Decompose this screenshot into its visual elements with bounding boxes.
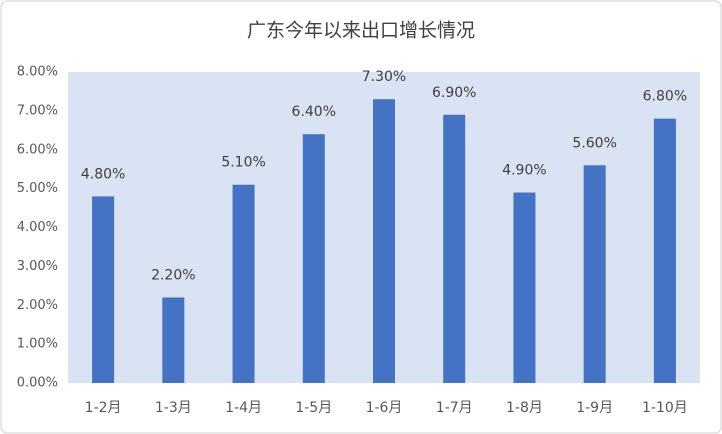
x-tick-label: 1-9月 bbox=[576, 400, 613, 416]
x-tick-label: 1-2月 bbox=[85, 400, 122, 416]
bar bbox=[373, 99, 395, 384]
x-tick-label: 1-10月 bbox=[642, 400, 688, 416]
value-label: 6.80% bbox=[643, 89, 687, 105]
value-label: 4.80% bbox=[81, 166, 125, 182]
value-label: 4.90% bbox=[502, 163, 546, 179]
x-tick-label: 1-6月 bbox=[366, 400, 403, 416]
x-tick-label: 1-8月 bbox=[506, 400, 543, 416]
bar bbox=[653, 118, 676, 384]
x-tick-label: 1-7月 bbox=[436, 400, 473, 416]
x-tick-label: 1-4月 bbox=[225, 400, 262, 416]
bar bbox=[92, 196, 115, 383]
bar bbox=[443, 114, 466, 383]
y-tick-label: 2.00% bbox=[17, 298, 58, 313]
x-tick-label: 1-5月 bbox=[295, 400, 332, 416]
chart-title: 广东今年以来出口增长情况 bbox=[247, 20, 475, 42]
value-label: 2.20% bbox=[151, 267, 195, 283]
value-label: 6.40% bbox=[292, 104, 336, 120]
bar bbox=[583, 165, 606, 383]
y-tick-label: 6.00% bbox=[17, 142, 58, 157]
bar bbox=[302, 134, 325, 383]
bar bbox=[232, 184, 255, 383]
value-label: 7.30% bbox=[362, 69, 406, 85]
y-tick-label: 7.00% bbox=[17, 103, 58, 118]
y-tick-label: 8.00% bbox=[17, 65, 58, 80]
y-tick-label: 1.00% bbox=[17, 337, 58, 352]
bar bbox=[513, 192, 536, 383]
y-tick-label: 5.00% bbox=[17, 181, 58, 196]
y-tick-label: 0.00% bbox=[17, 376, 58, 391]
value-label: 6.90% bbox=[432, 85, 476, 101]
bar bbox=[162, 297, 185, 383]
y-tick-label: 3.00% bbox=[17, 259, 58, 274]
x-tick-label: 1-3月 bbox=[155, 400, 192, 416]
value-label: 5.60% bbox=[572, 135, 616, 151]
value-label: 5.10% bbox=[221, 155, 265, 171]
y-tick-label: 4.00% bbox=[17, 220, 58, 235]
